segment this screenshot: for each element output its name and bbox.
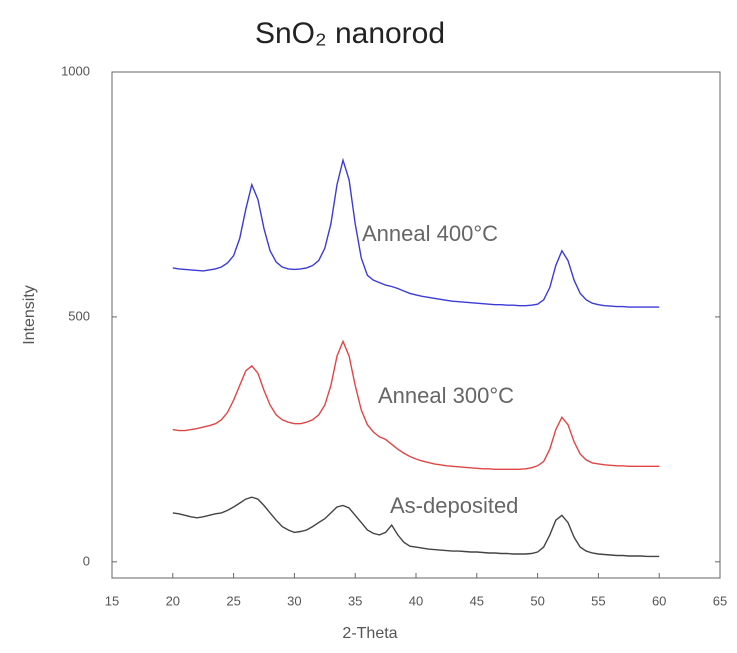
x-tick-label: 35 <box>348 593 362 608</box>
series-label: Anneal 300°C <box>378 383 514 408</box>
x-tick-label: 60 <box>652 593 666 608</box>
y-tick-label: 1000 <box>61 63 90 78</box>
x-tick-label: 45 <box>470 593 484 608</box>
series-label: Anneal 400°C <box>362 221 498 246</box>
series-label: As-deposited <box>390 493 518 518</box>
x-tick-label: 55 <box>591 593 605 608</box>
x-tick-label: 15 <box>105 593 119 608</box>
data-line <box>172 339 660 470</box>
x-tick-label: 25 <box>226 593 240 608</box>
data-line <box>172 157 660 308</box>
x-tick-label: 20 <box>166 593 180 608</box>
x-tick-label: 65 <box>713 593 727 608</box>
data-line <box>172 496 660 558</box>
y-tick-label: 500 <box>68 308 90 323</box>
chart-title: SnO₂ nanorod <box>255 17 445 50</box>
y-axis-label: Intensity <box>21 285 38 345</box>
x-tick-label: 30 <box>287 593 301 608</box>
y-tick-label: 0 <box>83 553 90 568</box>
x-tick-label: 50 <box>530 593 544 608</box>
x-axis-label: 2-Theta <box>342 625 397 642</box>
x-tick-label: 40 <box>409 593 423 608</box>
